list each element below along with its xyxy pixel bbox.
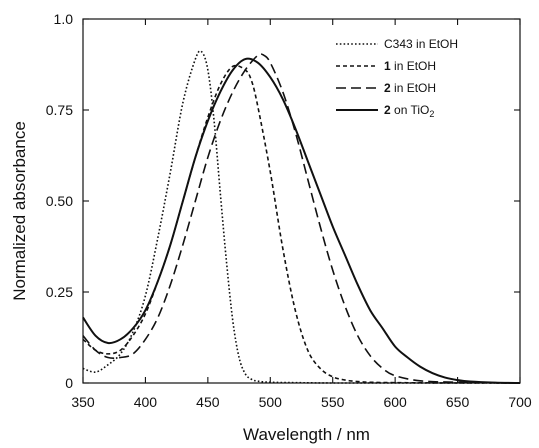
legend: C343 in EtOH 1 in EtOH 2 in EtOH 2 on TiO2: [336, 37, 458, 119]
legend-label-1: C343 in EtOH: [384, 37, 458, 51]
y-tick-label: 0.25: [46, 284, 73, 300]
series-line-2: [82, 64, 520, 384]
y-tick-label: 0: [65, 375, 73, 391]
x-tick-label: 600: [383, 394, 407, 410]
legend-label-4: 2 on TiO2: [384, 103, 434, 119]
x-tick-label: 500: [259, 394, 283, 410]
legend-label-2: 1 in EtOH: [384, 59, 436, 73]
series-line-4: [82, 57, 521, 384]
y-axis-label: Normalized absorbance: [10, 121, 29, 301]
legend-label-3: 2 in EtOH: [384, 81, 436, 95]
x-tick-label: 550: [321, 394, 345, 410]
y-tick-label: 0.50: [46, 193, 73, 209]
x-tick-label: 450: [196, 394, 220, 410]
x-tick-label: 650: [446, 394, 470, 410]
y-tick-labels: 0 0.25 0.50 0.75 1.0: [46, 11, 73, 391]
plot-lines: [82, 50, 521, 384]
x-tick-labels: 350 400 450 500 550 600 650 700: [71, 394, 532, 410]
series-line-3: [82, 53, 521, 384]
x-tick-label: 400: [134, 394, 158, 410]
series-line-1: [82, 50, 520, 384]
x-tick-label: 350: [71, 394, 95, 410]
plot-frame: [82, 18, 521, 384]
x-tick-label: 700: [508, 394, 532, 410]
y-tick-label: 1.0: [54, 11, 74, 27]
x-axis-label: Wavelength / nm: [243, 425, 370, 444]
axis-ticks: [82, 18, 521, 384]
y-tick-label: 0.75: [46, 102, 73, 118]
